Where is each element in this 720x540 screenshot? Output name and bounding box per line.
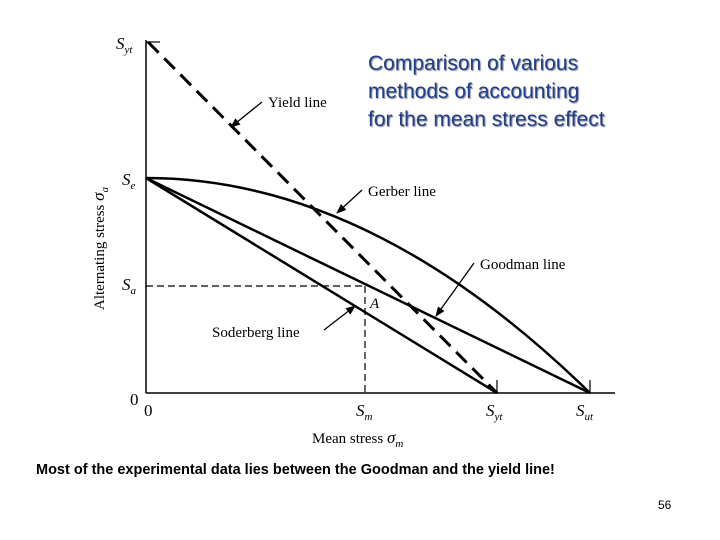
x-axis-title: Mean stress σm	[312, 428, 403, 450]
soderberg-arrow	[323, 305, 356, 331]
yield-line	[146, 40, 499, 395]
goodman-line	[145, 176, 591, 395]
point-a-label: A	[369, 296, 380, 312]
yield-label: Yield line	[268, 95, 327, 111]
soderberg-line	[145, 176, 498, 395]
ytick-sa: Sa	[122, 275, 137, 297]
xtick-sm: Sm	[356, 401, 373, 423]
soderberg-label: Soderberg line	[212, 325, 300, 341]
xtick-zero: 0	[144, 401, 153, 420]
ytick-syt: Syt	[116, 34, 133, 56]
title-line-3: for the mean stress effect	[368, 108, 605, 131]
caption: Most of the experimental data lies betwe…	[36, 462, 555, 478]
title-line-2: methods of accounting	[368, 80, 580, 103]
page-number: 56	[658, 498, 672, 512]
xtick-sut: Sut	[576, 401, 594, 423]
gerber-label: Gerber line	[368, 184, 436, 200]
title-line-1: Comparison of various	[368, 52, 579, 75]
goodman-arrow	[435, 262, 475, 317]
goodman-label: Goodman line	[480, 257, 566, 273]
ytick-se: Se	[122, 170, 136, 192]
gerber-line	[145, 176, 591, 394]
y-axis-title: Alternating stress σa	[89, 186, 111, 310]
ytick-zero: 0	[130, 390, 139, 409]
yield-arrow	[230, 101, 263, 128]
xtick-syt: Syt	[486, 401, 503, 423]
slide-title: Comparison of various methods of account…	[368, 50, 688, 134]
gerber-arrow	[336, 189, 363, 214]
